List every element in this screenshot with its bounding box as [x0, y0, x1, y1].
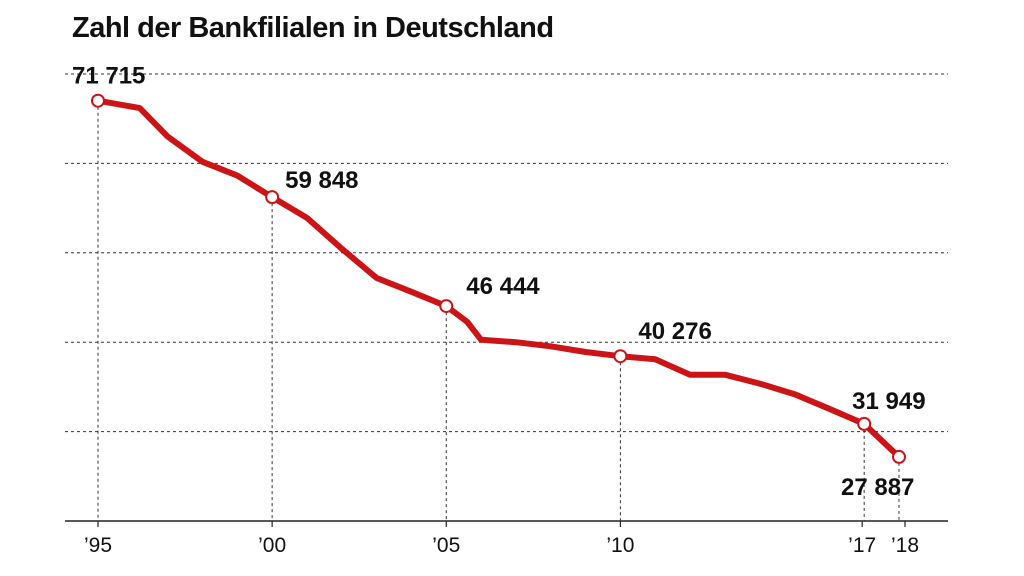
point-marker — [265, 190, 280, 205]
point-marker — [857, 416, 872, 431]
gridlines — [65, 73, 948, 522]
x-axis-ticks: ’95 ’00 ’05 ’10 ’17 ’18 — [84, 521, 919, 557]
point-marker — [892, 449, 906, 464]
point-markers — [91, 93, 906, 464]
x-tick-label: ’00 — [258, 534, 286, 557]
data-labels: 71 715 59 848 46 444 40 276 31 949 27 887 — [72, 63, 926, 501]
data-label: 59 848 — [285, 167, 358, 194]
data-label: 27 887 — [841, 474, 914, 501]
point-marker — [91, 93, 105, 108]
series-line — [95, 97, 902, 460]
point-marker — [613, 349, 628, 364]
data-label: 46 444 — [466, 273, 540, 300]
data-label: 71 715 — [72, 63, 145, 90]
drop-lines — [97, 100, 900, 521]
x-tick-label: ’05 — [432, 534, 460, 557]
x-tick-label: ’18 — [891, 534, 919, 557]
data-label: 40 276 — [638, 318, 711, 345]
x-tick-label: ’10 — [606, 534, 634, 557]
chart-title: Zahl der Bankfilialen in Deutschland — [72, 12, 554, 44]
x-tick-label: ’17 — [848, 534, 876, 557]
x-tick-label: ’95 — [84, 534, 112, 557]
data-label: 31 949 — [852, 388, 925, 415]
point-marker — [439, 299, 454, 314]
